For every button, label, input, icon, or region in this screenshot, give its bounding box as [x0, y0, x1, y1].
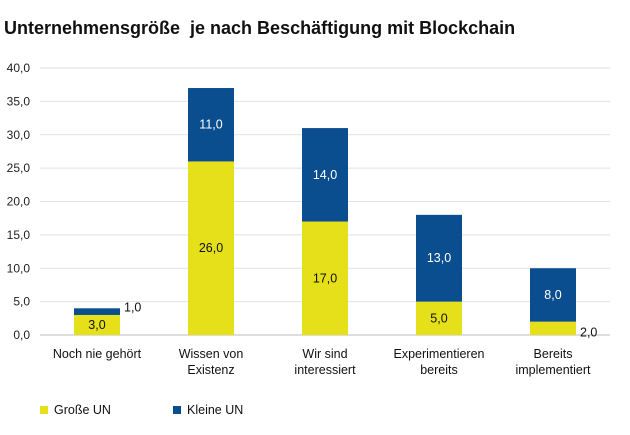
bar-segment-kleine-un	[416, 214, 462, 302]
bar-segment-grosse-un	[188, 161, 234, 335]
data-label: 26,0	[199, 241, 223, 255]
bar-segment-grosse-un	[74, 314, 120, 335]
data-label: 13,0	[427, 251, 451, 265]
bar-segment-kleine-un	[302, 128, 348, 222]
legend-item-kleine-un: Kleine UN	[173, 403, 243, 417]
x-category-label: Wir sind interessiert	[294, 347, 356, 377]
bar-segment-grosse-un	[416, 301, 462, 335]
y-tick-label: 10,0	[7, 261, 31, 275]
legend-label-grosse-un: Große UN	[54, 403, 111, 417]
legend-item-grosse-un: Große UN	[40, 403, 111, 417]
bar-segment-grosse-un	[302, 221, 348, 335]
y-tick-label: 20,0	[7, 195, 31, 209]
y-tick-label: 35,0	[7, 94, 31, 108]
bar-segment-kleine-un	[530, 268, 576, 322]
data-label: 14,0	[313, 168, 337, 182]
data-label: 2,0	[580, 325, 597, 339]
data-label: 5,0	[430, 311, 447, 325]
x-category-label: Experimentieren bereits	[393, 347, 484, 377]
legend-label-kleine-un: Kleine UN	[187, 403, 244, 417]
y-tick-label: 15,0	[7, 228, 31, 242]
legend-swatch-kleine-un	[173, 406, 181, 414]
y-tick-label: 25,0	[7, 161, 31, 175]
y-tick-label: 40,0	[7, 61, 31, 75]
data-label: 17,0	[313, 271, 337, 285]
data-label: 1,0	[124, 301, 141, 315]
x-category-label: Noch nie gehört	[53, 347, 142, 361]
y-tick-label: 30,0	[7, 128, 31, 142]
chart-title: Unternehmensgröße je nach Beschäftigung …	[4, 18, 516, 38]
x-category-label: Bereits implementiert	[515, 347, 591, 377]
x-category-label: Wissen von Existenz	[179, 347, 244, 377]
y-tick-label: 5,0	[13, 295, 30, 309]
bar-segment-kleine-un	[188, 88, 234, 162]
data-label: 11,0	[199, 118, 222, 132]
data-label: 3,0	[88, 318, 105, 332]
data-label: 8,0	[544, 288, 561, 302]
bar-segment-grosse-un	[530, 321, 576, 335]
y-tick-label: 0,0	[13, 328, 30, 342]
legend-swatch-grosse-un	[40, 406, 48, 414]
bar-segment-kleine-un	[74, 308, 120, 315]
